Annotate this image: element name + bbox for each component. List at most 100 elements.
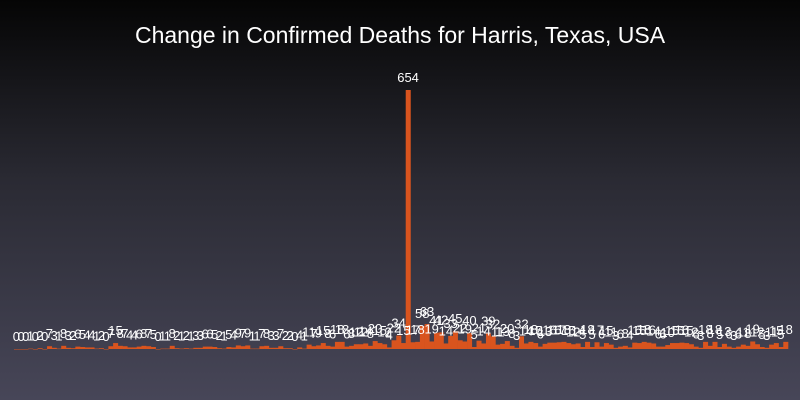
bar xyxy=(89,347,95,349)
bar xyxy=(339,341,345,349)
bar-value-label: 7 xyxy=(121,326,128,341)
bar-value-label: 18 xyxy=(524,322,538,337)
bar-value-label: 8 xyxy=(168,326,175,341)
bar-value-label: 6 xyxy=(135,327,142,342)
bar-value-label: 7 xyxy=(258,326,265,341)
bar xyxy=(778,347,784,349)
bar xyxy=(292,349,298,350)
bar xyxy=(500,343,506,349)
bar-value-label: 6 xyxy=(659,327,666,342)
bar xyxy=(518,336,525,349)
bar-value-label: 8 xyxy=(622,326,629,341)
bar xyxy=(18,349,24,350)
bar xyxy=(216,348,222,349)
bar xyxy=(122,346,128,349)
bar xyxy=(561,341,567,349)
bar xyxy=(330,346,336,349)
bar xyxy=(391,340,397,349)
bar xyxy=(273,347,279,349)
bar xyxy=(580,347,586,349)
bar-value-label: 11 xyxy=(765,325,779,340)
bar xyxy=(603,343,609,349)
bar xyxy=(707,345,713,349)
bar xyxy=(367,345,373,349)
bar xyxy=(23,349,29,350)
bar-value-label: 16 xyxy=(547,323,561,338)
bar xyxy=(618,346,624,349)
bar-value-label: 15 xyxy=(632,323,646,338)
bar-value-label: 5 xyxy=(225,327,232,342)
bar-value-label: 1 xyxy=(164,329,171,344)
bar xyxy=(731,347,737,349)
bar xyxy=(703,341,709,349)
bar-value-label: 15 xyxy=(670,323,684,338)
bar xyxy=(665,345,671,349)
bar-value-label: 18 xyxy=(557,322,571,337)
bar-value-label: 15 xyxy=(108,323,122,338)
bar xyxy=(566,343,572,349)
bar xyxy=(608,344,614,349)
bar xyxy=(438,332,444,349)
bar-value-label: 12 xyxy=(354,324,368,339)
bar-value-label: 14 xyxy=(358,323,372,338)
bar xyxy=(14,349,20,350)
bar-value-label: 4 xyxy=(626,327,633,342)
bar xyxy=(84,347,90,349)
bar-value-label: 14 xyxy=(646,323,660,338)
bar xyxy=(334,341,340,349)
bar-value-label: 2 xyxy=(173,328,180,343)
bar-value-label: 3 xyxy=(763,328,770,343)
bar xyxy=(65,347,71,349)
bar xyxy=(476,340,482,349)
bar-value-label: 9 xyxy=(315,325,322,340)
bar xyxy=(589,347,595,349)
bar-value-label: 654 xyxy=(397,70,419,85)
bar-value-label: 1 xyxy=(93,329,100,344)
bar-value-label: 13 xyxy=(717,324,731,339)
bar-value-label: 34 xyxy=(391,316,405,331)
bar xyxy=(37,348,43,349)
bar xyxy=(750,341,756,349)
bar-value-label: 0 xyxy=(41,329,48,344)
bar-value-label: 41 xyxy=(429,313,443,328)
bar xyxy=(174,348,180,349)
bar-value-label: 40 xyxy=(462,313,476,328)
bar-value-label: 3 xyxy=(197,328,204,343)
bar-value-label: 12 xyxy=(684,324,698,339)
bar xyxy=(188,348,194,350)
bar xyxy=(674,343,680,349)
bar xyxy=(70,348,76,349)
bar xyxy=(769,344,775,349)
bar-value-label: 4 xyxy=(126,327,133,342)
bar xyxy=(556,342,562,349)
bar-value-label: 8 xyxy=(508,326,515,341)
bar xyxy=(98,348,104,349)
bar xyxy=(773,343,779,349)
bar xyxy=(320,343,326,349)
bar xyxy=(457,340,463,349)
bar xyxy=(193,347,199,349)
bar-value-label: 0 xyxy=(22,329,29,344)
bar xyxy=(764,347,770,349)
bar-value-label: 9 xyxy=(235,325,242,340)
bar-value-label: 2 xyxy=(216,328,223,343)
bar-value-label: 8 xyxy=(117,326,124,341)
bar xyxy=(117,345,123,349)
bar-value-label: 6 xyxy=(537,327,544,342)
bar xyxy=(212,347,218,349)
bar-value-label: 63 xyxy=(420,304,434,319)
bar xyxy=(386,347,392,349)
bar-value-label: 15 xyxy=(599,323,613,338)
bar xyxy=(542,343,548,349)
bar xyxy=(108,346,114,349)
bar xyxy=(570,344,576,349)
bar-value-label: 15 xyxy=(373,323,387,338)
bar xyxy=(179,348,185,350)
bar-value-label: 1 xyxy=(220,329,227,344)
bar-value-label: 7 xyxy=(277,326,284,341)
bar xyxy=(401,343,407,349)
bar-value-label: 16 xyxy=(627,323,641,338)
bar xyxy=(221,348,227,350)
bar-value-label: 5 xyxy=(716,327,723,342)
bar xyxy=(349,345,355,349)
